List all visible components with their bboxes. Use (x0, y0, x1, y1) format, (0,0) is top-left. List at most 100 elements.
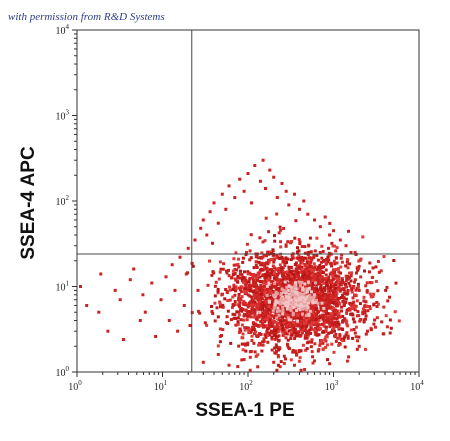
event-dot (354, 253, 358, 256)
event-dot (289, 337, 293, 340)
event-dot (368, 270, 371, 274)
event-dot (353, 250, 357, 254)
event-dot (340, 277, 344, 281)
event-dot (324, 325, 328, 329)
event-dot-dense (273, 303, 277, 307)
event-dot-dense (302, 292, 306, 296)
event-dot-sparse (186, 246, 190, 250)
event-dot-sparse (357, 288, 361, 292)
event-dot (245, 326, 249, 330)
x-axis-ticks: 100 101 102 103 104 (68, 372, 424, 393)
event-dot (319, 271, 323, 275)
event-dot (234, 323, 238, 327)
event-dot-sparse (79, 285, 82, 288)
event-dot (299, 267, 303, 271)
event-dot (240, 273, 244, 277)
event-dot (309, 323, 313, 327)
event-dot (324, 300, 328, 304)
event-dot (303, 368, 307, 371)
event-dot (244, 309, 248, 313)
event-dot-dense (277, 313, 281, 317)
event-dot-dense (320, 301, 324, 305)
event-dot (205, 323, 209, 327)
event-dot (254, 317, 258, 321)
event-dot (371, 266, 375, 270)
event-dot (259, 302, 263, 306)
event-dot (324, 304, 327, 308)
event-dot (253, 350, 257, 354)
event-dot (244, 279, 248, 282)
event-dot (246, 270, 250, 274)
event-dot (321, 280, 324, 284)
event-dot (243, 312, 246, 316)
event-dot (307, 284, 310, 288)
event-dot (263, 318, 267, 322)
event-dot (295, 275, 299, 279)
event-dot-dense (307, 301, 310, 305)
event-dot (331, 244, 335, 248)
event-dot (288, 270, 292, 274)
event-dot (295, 352, 299, 356)
event-dot (277, 338, 281, 342)
event-dot-dense (287, 284, 291, 288)
event-dot (233, 267, 237, 271)
event-dot (274, 321, 278, 324)
event-dot (345, 331, 349, 335)
event-dot (223, 297, 227, 301)
event-dot (344, 333, 348, 337)
event-dot (321, 347, 325, 351)
event-dot (283, 264, 287, 267)
event-dot (224, 288, 228, 291)
event-dot (277, 321, 281, 325)
event-dot-sparse (328, 362, 332, 366)
event-dot (315, 315, 319, 319)
event-dot (252, 278, 255, 282)
event-dot-dense (301, 296, 305, 300)
event-dot (342, 292, 346, 296)
event-dot (318, 263, 322, 267)
event-dot (210, 305, 213, 308)
event-dot (291, 349, 295, 352)
event-dot (331, 323, 335, 327)
event-dot-dense (293, 284, 297, 288)
event-dot-sparse (118, 298, 122, 302)
event-dot (356, 268, 360, 272)
event-dot-dense (275, 316, 279, 320)
event-dot (331, 274, 335, 278)
event-dot (245, 313, 249, 317)
event-dot (301, 343, 305, 347)
event-dot (288, 277, 292, 281)
event-dot (252, 332, 256, 336)
event-dot-dense (302, 304, 305, 307)
event-dot-dense (297, 280, 301, 284)
event-dot (326, 255, 330, 259)
y-tick-label: 104 (56, 23, 70, 37)
event-dot (262, 337, 266, 341)
event-dot (212, 271, 216, 275)
event-dot (348, 284, 352, 288)
event-dot-sparse (196, 288, 200, 292)
event-dot (249, 315, 253, 319)
event-dot (230, 276, 234, 280)
event-dot-dense (291, 302, 295, 306)
event-dot (351, 306, 355, 310)
event-dot (241, 301, 245, 305)
event-dot (264, 305, 268, 309)
event-dot (319, 283, 323, 287)
event-dot (285, 324, 289, 328)
event-dot (267, 230, 271, 234)
event-dot (310, 276, 314, 279)
event-dot (236, 316, 240, 320)
event-dot (300, 255, 303, 259)
event-dot (322, 265, 326, 269)
event-dot (222, 262, 226, 266)
event-dot (277, 269, 280, 273)
event-dot (370, 281, 374, 284)
event-dot (355, 271, 358, 275)
event-dot-dense (306, 298, 310, 302)
event-dot (321, 314, 325, 318)
event-dot (248, 350, 252, 354)
event-dot (240, 336, 244, 340)
event-dot (335, 246, 339, 250)
event-dot (333, 312, 337, 316)
